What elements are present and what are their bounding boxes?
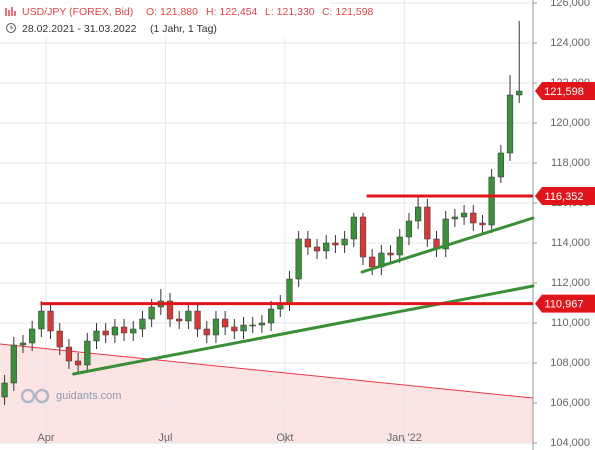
candle-body: [442, 218, 449, 250]
candle-body: [396, 236, 403, 256]
candle-body: [19, 342, 27, 346]
date-range: 28.02.2021 - 31.03.2022: [22, 23, 137, 35]
candle-body: [212, 318, 220, 336]
candle-body: [488, 176, 495, 226]
candle-body: [231, 326, 238, 332]
x-tick-label: Jul: [158, 432, 172, 444]
y-tick-label: 118,000: [551, 157, 590, 169]
y-tick-label: 106,000: [550, 397, 590, 409]
candle-body: [369, 256, 376, 268]
y-tick-label: 104,000: [550, 437, 590, 449]
candle-body: [359, 216, 367, 258]
price-tag: [535, 186, 595, 205]
candle-body: [415, 206, 422, 222]
candle-body: [424, 206, 431, 240]
candle-body: [470, 212, 477, 224]
marks-layer: [0, 21, 535, 405]
x-tick-label: Apr: [37, 432, 54, 444]
candle-body: [249, 324, 256, 327]
candle-body: [102, 330, 109, 336]
ohlc-high: H: 122,454: [206, 6, 258, 18]
candle-body: [130, 328, 137, 334]
ohlc-open: O: 121,880: [146, 6, 198, 18]
candle-body: [29, 328, 36, 344]
candle-body: [56, 330, 63, 348]
candle-body: [176, 318, 183, 322]
candle-body: [38, 310, 45, 330]
candle-body: [194, 310, 201, 330]
period: (1 Jahr, 1 Tag): [150, 23, 217, 35]
price-tag-label: 116,352: [545, 191, 584, 203]
candle-body: [332, 242, 339, 246]
candle-body: [148, 306, 155, 320]
y-tick-label: 120,000: [550, 117, 590, 129]
price-tag: [535, 82, 595, 101]
symbol: USD/JPY (FOREX, Bid): [22, 6, 133, 18]
candle-body: [350, 216, 357, 240]
candle-body: [139, 318, 146, 330]
channel-area: [0, 344, 533, 443]
y-tick-label: 112,000: [551, 277, 590, 289]
candle-body: [47, 310, 54, 332]
background-layer: [0, 344, 533, 443]
candle-body: [405, 220, 413, 238]
candle-body: [451, 216, 458, 220]
candle-body: [120, 326, 128, 334]
clock-hands: [10, 25, 13, 29]
x-tick-label: Okt: [276, 432, 293, 444]
price-tag-label: 110,967: [545, 299, 584, 311]
y-tick-label: 108,000: [550, 357, 590, 369]
candle-body: [341, 238, 348, 246]
y-tick-label: 126,000: [550, 0, 590, 9]
candle-body: [267, 308, 275, 324]
candle-body: [222, 318, 229, 328]
ohlc-low: L: 121,330: [265, 6, 315, 18]
ohlc-close: C: 121,598: [322, 6, 374, 18]
candle-body: [111, 326, 118, 336]
candle-body: [304, 238, 311, 248]
candle-body: [65, 346, 73, 362]
candle-body: [258, 322, 266, 326]
candle-body: [323, 242, 330, 252]
price-tag: [535, 294, 595, 313]
candle-body: [84, 340, 91, 366]
candle-body: [166, 300, 174, 320]
y-tick-label: 110,000: [551, 317, 590, 329]
x-tick-label: Jan '22: [387, 432, 422, 444]
candle-body: [516, 90, 523, 96]
candle-body: [497, 152, 504, 178]
y-tick-label: 124,000: [550, 37, 590, 49]
candle-body: [313, 246, 321, 252]
candle-body: [286, 278, 293, 304]
trendline: [72, 284, 535, 376]
candle-body: [10, 344, 17, 384]
header-bg: [0, 0, 330, 38]
candle-body: [460, 212, 468, 218]
header-icon: [5, 7, 16, 16]
trendline: [360, 216, 535, 274]
candle-body: [295, 238, 302, 280]
price-tag-label: 121,598: [544, 86, 584, 98]
candle-body: [203, 328, 210, 336]
candle-body: [1, 382, 8, 398]
watermark: guidants.com: [56, 390, 121, 402]
candle-body: [75, 360, 82, 366]
candle-body: [479, 222, 486, 226]
watermark-logo: [20, 388, 50, 404]
candle-body: [240, 324, 247, 332]
y-tick-label: 114,000: [551, 237, 590, 249]
candle-body: [185, 310, 192, 322]
clock-icon: [6, 23, 16, 33]
candle-body: [387, 252, 394, 256]
candle-body: [93, 330, 100, 342]
candle-body: [506, 94, 514, 154]
